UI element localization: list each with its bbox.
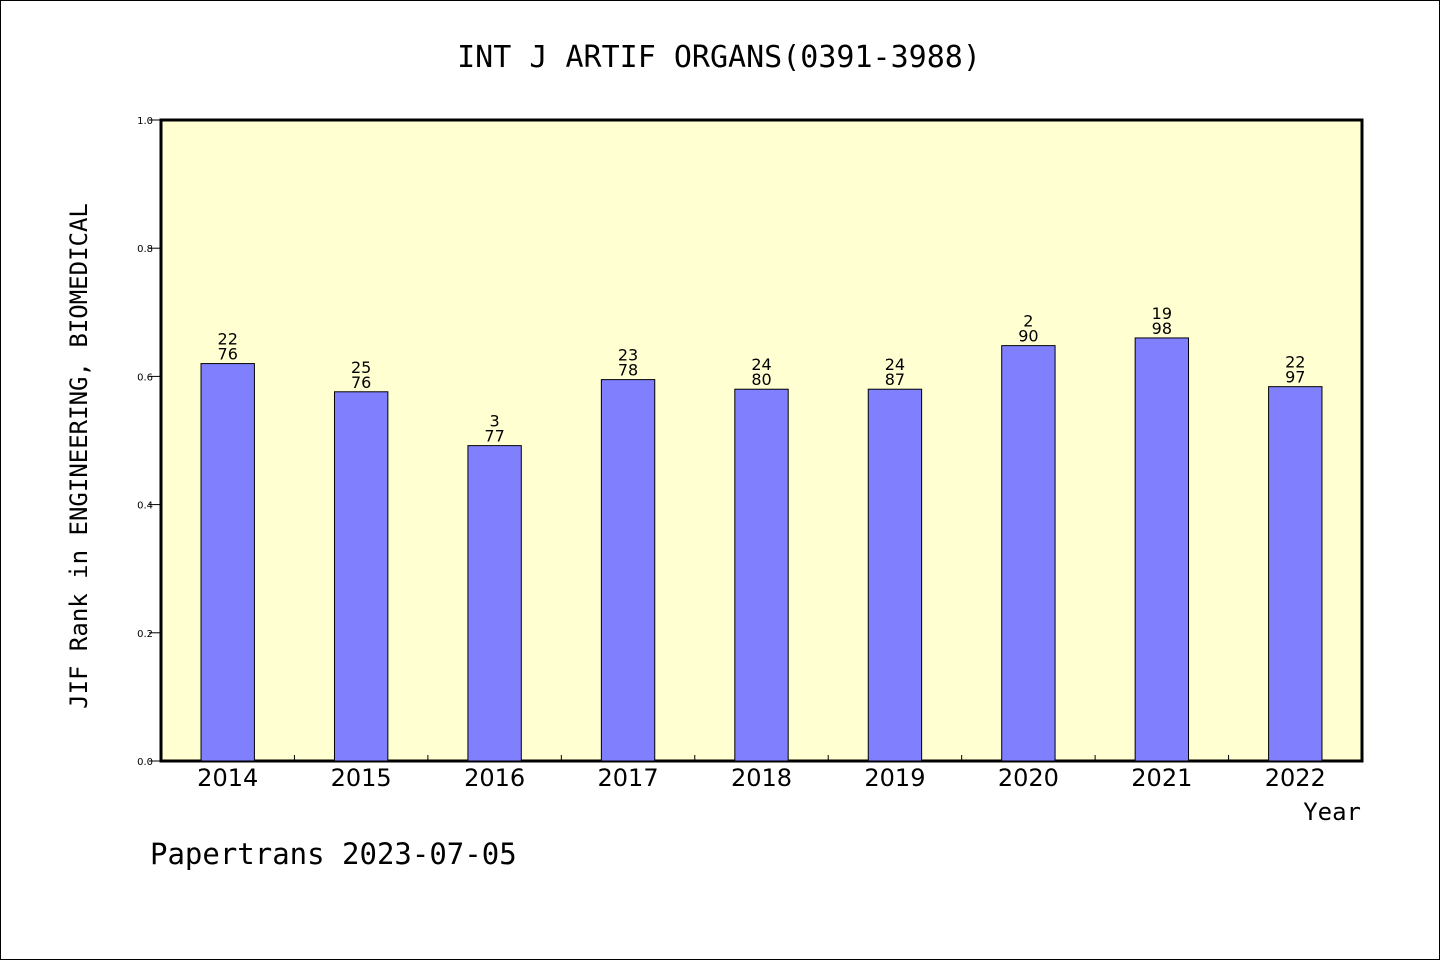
x-axis-label: Year bbox=[1303, 798, 1361, 826]
bar-2021 bbox=[1134, 337, 1190, 762]
bar-label-rank: 19 bbox=[1152, 304, 1172, 323]
bar-label-total: 87 bbox=[885, 370, 905, 389]
y-tick-label: 0.8 bbox=[137, 244, 153, 255]
bar-label-rank: 24 bbox=[751, 355, 771, 374]
y-axis-label: JIF Rank in ENGINEERING, BIOMEDICAL bbox=[65, 203, 93, 709]
bar-label-rank: 3 bbox=[490, 412, 500, 431]
bar-label-rank: 24 bbox=[885, 355, 905, 374]
bar-label-total: 77 bbox=[484, 427, 504, 446]
bar-label-rank: 22 bbox=[218, 330, 238, 349]
x-tick-label: 2016 bbox=[464, 764, 525, 792]
x-tick-label: 2019 bbox=[864, 764, 925, 792]
x-tick-label: 2014 bbox=[197, 764, 258, 792]
bar-2019 bbox=[867, 388, 923, 762]
bar-2020 bbox=[1001, 345, 1056, 762]
y-tick-label: 0.6 bbox=[137, 372, 153, 383]
bar-2022 bbox=[1268, 386, 1323, 762]
bar-label-total: 80 bbox=[751, 370, 771, 389]
x-tick-label: 2022 bbox=[1265, 764, 1326, 792]
bar-label-total: 76 bbox=[218, 345, 238, 364]
bar-label-rank: 22 bbox=[1285, 353, 1305, 372]
bar-label-total: 78 bbox=[618, 361, 638, 380]
y-tick-label: 0.0 bbox=[137, 757, 153, 768]
bar-2016 bbox=[467, 445, 522, 762]
bar-2017 bbox=[600, 379, 656, 762]
bars-group bbox=[200, 337, 1323, 762]
bar-label-total: 97 bbox=[1285, 368, 1305, 387]
x-tick-label: 2015 bbox=[331, 764, 392, 792]
x-tick-label: 2018 bbox=[731, 764, 792, 792]
bar-2015 bbox=[333, 391, 389, 762]
chart-title: INT J ARTIF ORGANS(0391-3988) bbox=[457, 40, 981, 75]
bar-label-rank: 23 bbox=[618, 346, 638, 365]
footer-credit: Papertrans 2023-07-05 bbox=[150, 837, 517, 871]
bar-label-total: 98 bbox=[1152, 319, 1172, 338]
bar-label-rank: 25 bbox=[351, 358, 371, 377]
x-axis: 2014 2015 2016 2017 2018 2019 2020 2021 2022 bbox=[197, 755, 1326, 792]
bar-label-rank: 2 bbox=[1023, 312, 1033, 331]
bar-2014 bbox=[200, 363, 255, 762]
x-tick-label: 2021 bbox=[1131, 764, 1192, 792]
y-tick-label: 1.0 bbox=[137, 116, 153, 127]
bar-label-total: 90 bbox=[1018, 327, 1038, 346]
bar-label-total: 76 bbox=[351, 373, 371, 392]
y-axis: 0.0 0.2 0.4 0.6 0.8 1.0 bbox=[137, 116, 161, 768]
x-tick-label: 2017 bbox=[598, 764, 659, 792]
bar-2018 bbox=[734, 388, 789, 762]
y-tick-label: 0.4 bbox=[137, 501, 153, 512]
y-tick-label: 0.2 bbox=[137, 629, 153, 640]
x-tick-label: 2020 bbox=[998, 764, 1059, 792]
